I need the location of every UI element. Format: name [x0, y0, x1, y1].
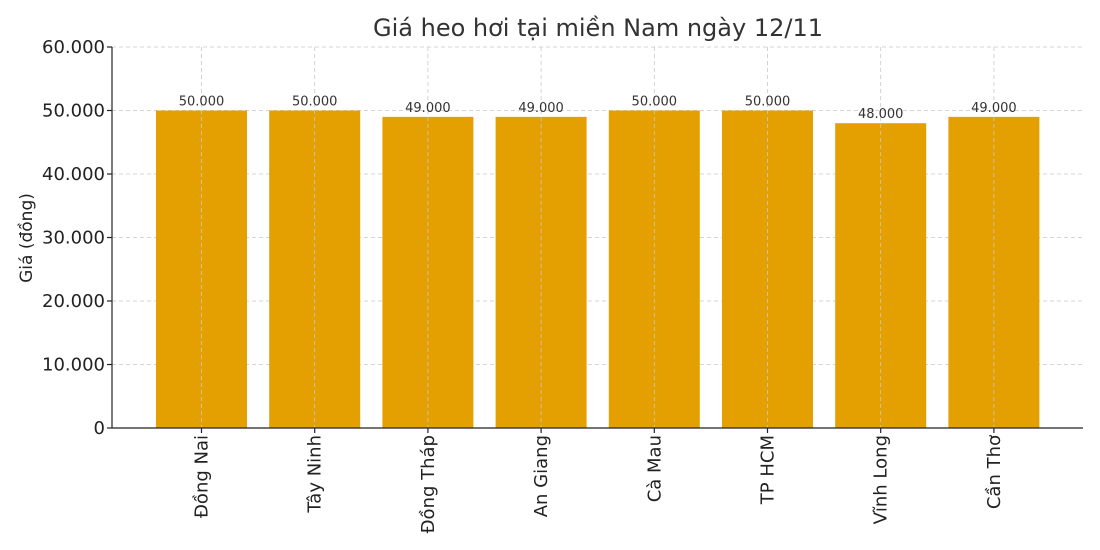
y-tick-label: 0 — [94, 418, 105, 439]
bar — [269, 110, 361, 428]
bar-value-label: 50.000 — [292, 95, 338, 110]
grid-front-layer — [201, 47, 995, 428]
bar — [722, 110, 813, 428]
y-tick-labels: 0 10.000 20.000 30.000 40.000 50.000 60.000 — [42, 37, 112, 439]
bar-value-label: 49.000 — [971, 101, 1017, 116]
y-axis-label: Giá (đồng) — [16, 193, 37, 283]
grid-layer — [112, 46, 1083, 365]
bar-value-label: 50.000 — [745, 95, 791, 110]
y-tick-label: 60.000 — [42, 37, 105, 58]
x-category-label: Cần Thơ — [984, 435, 1005, 509]
data-labels: 50.000 50.000 49.000 49.000 50.000 50.000 48.0… — [179, 95, 1017, 123]
bar-value-label: 48.000 — [858, 107, 904, 122]
y-tick-label: 20.000 — [42, 291, 105, 312]
y-tick-label: 40.000 — [42, 164, 105, 185]
x-category-label: TP HCM — [758, 435, 779, 505]
x-category-label: Tây Ninh — [305, 435, 326, 514]
bar-value-label: 49.000 — [518, 101, 564, 116]
bar-value-label: 50.000 — [632, 95, 678, 110]
bar-layer — [156, 110, 1040, 428]
y-tick-label: 50.000 — [42, 101, 105, 122]
x-category-label: Vĩnh Long — [871, 435, 892, 524]
bar — [156, 110, 247, 428]
y-tick-label: 30.000 — [42, 228, 105, 249]
x-category-label: Đồng Nai — [192, 435, 213, 518]
x-tick-labels: Đồng Nai Tây Ninh Đồng Tháp An Giang Cà Mau T… — [192, 428, 1005, 533]
x-category-label: An Giang — [531, 435, 552, 517]
x-category-label: Cà Mau — [644, 435, 665, 502]
bar-value-label: 50.000 — [179, 95, 225, 110]
y-tick-label: 10.000 — [42, 355, 105, 376]
bar-value-label: 49.000 — [405, 101, 451, 116]
bar — [608, 110, 700, 428]
x-category-label: Đồng Tháp — [418, 435, 439, 533]
chart-title: Giá heo hơi tại miền Nam ngày 12/11 — [373, 14, 823, 42]
